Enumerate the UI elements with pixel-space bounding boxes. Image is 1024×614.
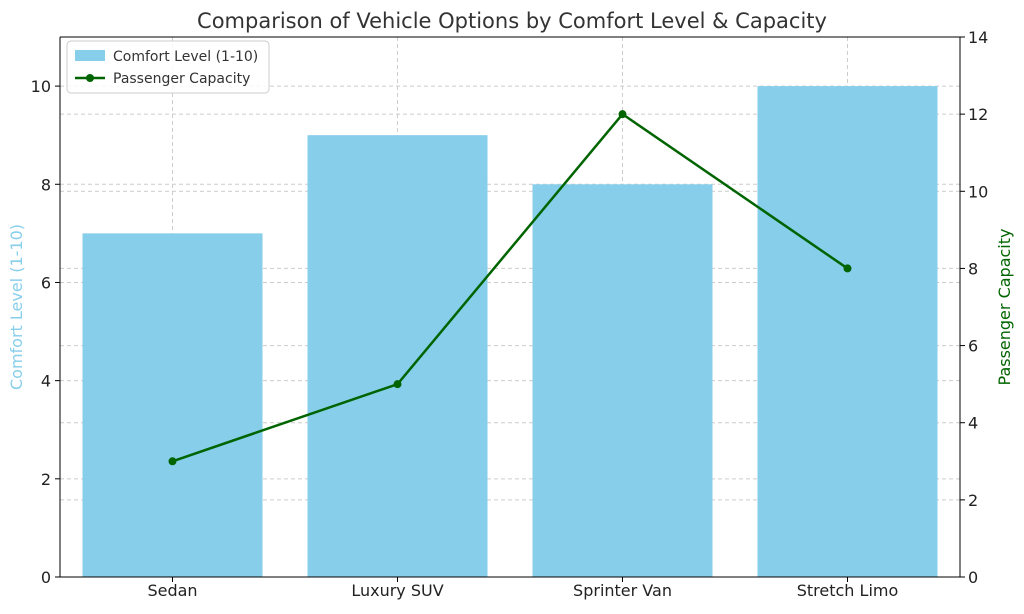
y-left-tick-label: 6 — [41, 273, 51, 292]
capacity-point-stretch-limo — [843, 264, 852, 273]
bar-luxury-suv — [307, 135, 488, 577]
legend-bar-label: Comfort Level (1-10) — [113, 49, 258, 65]
y-right-tick-label: 6 — [968, 337, 978, 356]
chart-title: Comparison of Vehicle Options by Comfort… — [197, 9, 827, 33]
right-axis-label: Passenger Capacity — [995, 229, 1014, 386]
line-layer — [168, 110, 852, 466]
x-tick-label: Stretch Limo — [797, 581, 899, 600]
axis-layer: 0 2 4 6 8 10 0 2 4 6 8 10 12 14 Sedan Luxury SUV Sprinte… — [31, 28, 989, 600]
capacity-line — [172, 112, 849, 463]
y-left-tick-label: 8 — [41, 175, 51, 194]
y-left-tick-label: 2 — [41, 470, 51, 489]
capacity-point-sedan — [168, 457, 177, 466]
x-tick-label: Luxury SUV — [351, 581, 443, 600]
left-axis-label: Comfort Level (1-10) — [7, 224, 26, 390]
capacity-point-luxury-suv — [393, 380, 402, 389]
y-right-tick-label: 12 — [968, 105, 988, 124]
y-right-tick-label: 14 — [968, 28, 988, 47]
y-right-tick-label: 10 — [968, 182, 988, 201]
legend-line-label: Passenger Capacity — [113, 71, 250, 87]
y-right-tick-label: 4 — [968, 414, 978, 433]
bar-sedan — [82, 233, 263, 577]
y-left-tick-label: 4 — [41, 372, 51, 391]
x-tick-label: Sprinter Van — [573, 581, 672, 600]
legend-box — [66, 40, 270, 94]
bar-stretch-limo — [757, 86, 938, 577]
legend: Comfort Level (1-10) Passenger Capacity — [66, 40, 270, 94]
y-right-tick-label: 0 — [968, 568, 978, 587]
bar-sprinter-van — [532, 184, 713, 578]
legend-bar-swatch — [75, 50, 105, 61]
y-right-tick-label: 8 — [968, 259, 978, 278]
x-tick-label: Sedan — [147, 581, 197, 600]
y-right-tick-label: 2 — [968, 491, 978, 510]
bar-layer — [82, 86, 938, 578]
y-left-tick-label: 0 — [41, 568, 51, 587]
legend-line-marker — [86, 74, 94, 82]
capacity-point-sprinter-van — [618, 110, 627, 119]
y-left-tick-label: 10 — [31, 77, 51, 96]
